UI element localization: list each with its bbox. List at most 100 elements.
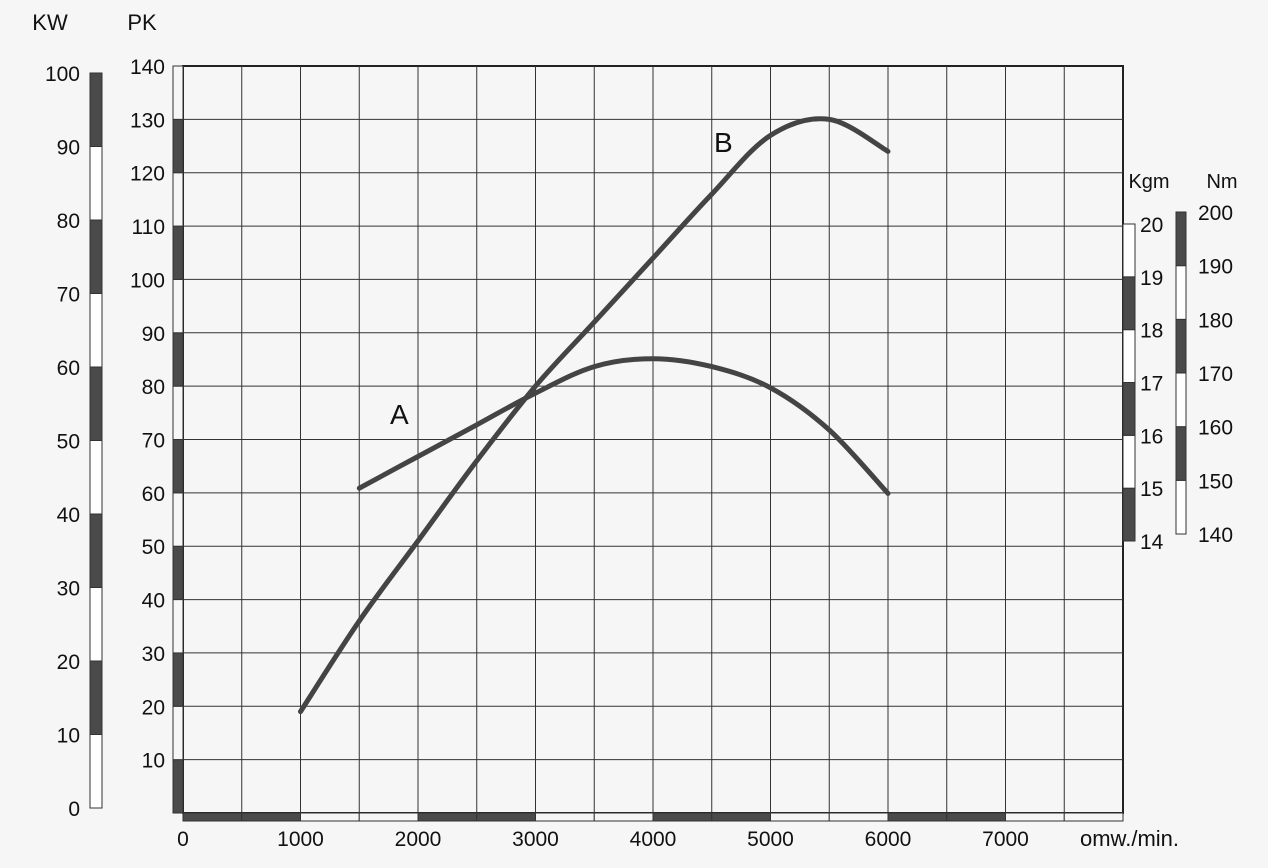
kw-scale-segment — [89, 72, 103, 147]
nm-scale-segment — [1175, 479, 1187, 535]
pk-tick-label: 130 — [130, 109, 165, 132]
kw-scale-segment — [89, 440, 103, 515]
nm-tick-label: 190 — [1198, 256, 1233, 279]
nm-scale-segment — [1175, 372, 1187, 428]
nm-scale-segment — [1175, 318, 1187, 374]
x-scale-segment — [593, 812, 654, 822]
x-scale-segment — [652, 812, 713, 822]
kw-scale-segment — [89, 366, 103, 441]
pk-tick-label: 100 — [130, 269, 165, 292]
kw-tick-label: 30 — [57, 578, 80, 601]
pk-scale-segment — [172, 118, 184, 174]
kw-scale-segment — [89, 293, 103, 368]
x-tick-label: 1000 — [277, 828, 324, 851]
pk-tick-label: 60 — [142, 483, 165, 506]
pk-scale-segment — [172, 385, 184, 440]
x-tick-label: 7000 — [982, 828, 1029, 851]
pk-axis-title: PK — [127, 10, 157, 35]
kgm-tick-label: 14 — [1140, 531, 1164, 554]
kgm-axis-title: Kgm — [1128, 171, 1169, 193]
kgm-scale-segment — [1122, 223, 1136, 278]
pk-scale-segment — [172, 599, 184, 654]
x-scale-segment — [417, 812, 478, 822]
pk-tick-label: 70 — [142, 430, 165, 453]
kgm-scale-segment — [1122, 329, 1136, 383]
nm-tick-label: 170 — [1198, 363, 1233, 386]
pk-scale-segment — [172, 492, 184, 547]
kw-scale-segment — [89, 146, 103, 221]
grid — [172, 65, 1124, 814]
x-tick-label: 0 — [177, 828, 189, 851]
kw-tick-label: 80 — [57, 210, 80, 233]
series-a-line — [356, 356, 891, 496]
kgm-scale-segment — [1122, 434, 1136, 489]
series-a-label: A — [390, 399, 409, 430]
pk-tick-label: 40 — [142, 590, 165, 613]
x-scale-segment — [828, 812, 889, 822]
kw-tick-label: 60 — [57, 357, 80, 380]
kw-tick-label: 0 — [68, 798, 80, 821]
pk-scale-segment — [172, 332, 184, 387]
nm-scale-segment — [1175, 211, 1187, 267]
pk-scale-segment — [172, 705, 184, 761]
nm-tick-label: 150 — [1198, 470, 1233, 493]
x-scale-segment — [300, 812, 360, 822]
torque-scale: 20 19 18 17 16 15 14 200 190 180 170 160 150 140 — [1122, 202, 1233, 554]
nm-tick-label: 140 — [1198, 524, 1233, 547]
pk-tick-label: 90 — [142, 323, 165, 346]
x-scale-segment — [770, 812, 830, 822]
x-scale-segment — [535, 812, 595, 822]
x-scale-segment — [358, 812, 419, 822]
kw-scale-segment — [89, 219, 103, 294]
pk-tick-label: 120 — [130, 163, 165, 186]
pk-scale-segment — [172, 652, 184, 707]
kw-tick-label: 40 — [57, 504, 80, 527]
pk-tick-label: 80 — [142, 376, 165, 399]
x-tick-label: 2000 — [395, 828, 442, 851]
kgm-scale-segment — [1122, 276, 1136, 331]
pk-scale-segment — [172, 439, 184, 494]
kgm-scale-segment — [1122, 382, 1136, 436]
kw-scale-segment — [89, 660, 103, 735]
x-tick-label: 3000 — [512, 828, 559, 851]
series-b-label: B — [714, 127, 733, 158]
x-scale-segment — [241, 812, 301, 822]
x-scale-segment — [711, 812, 771, 822]
kw-tick-label: 10 — [57, 725, 80, 748]
nm-tick-label: 200 — [1198, 202, 1233, 225]
x-scale-segment — [476, 812, 536, 822]
kgm-tick-label: 17 — [1140, 373, 1163, 396]
pk-tick-label: 50 — [142, 536, 165, 559]
kgm-tick-label: 15 — [1140, 478, 1163, 501]
x-scale-segment — [946, 812, 1006, 822]
series-lines — [298, 116, 891, 715]
x-scale-segment — [1063, 812, 1124, 822]
x-scale-segment — [182, 812, 243, 822]
pk-tick-label: 140 — [130, 56, 165, 79]
nm-tick-label: 180 — [1198, 309, 1233, 332]
series-b-line — [298, 116, 891, 715]
nm-scale-segment — [1175, 426, 1187, 481]
kgm-tick-label: 20 — [1140, 214, 1163, 237]
pk-tick-label: 10 — [142, 750, 165, 773]
pk-tick-label: 20 — [142, 696, 165, 719]
nm-tick-label: 160 — [1198, 417, 1233, 440]
kw-tick-label: 50 — [57, 431, 80, 454]
pk-tick-label: 110 — [132, 216, 165, 239]
nm-axis-title: Nm — [1206, 171, 1237, 193]
kw-scale-segment — [89, 734, 103, 809]
kgm-tick-label: 18 — [1140, 320, 1163, 343]
pk-scale-segment — [172, 759, 184, 814]
kw-scale-segment — [89, 587, 103, 662]
kw-tick-label: 70 — [57, 284, 80, 307]
x-axis-strip — [182, 812, 1124, 822]
x-scale-segment — [1005, 812, 1065, 822]
pk-scale-segment — [172, 172, 184, 227]
x-tick-label: 5000 — [747, 828, 794, 851]
x-tick-label: 6000 — [865, 828, 912, 851]
x-scale-segment — [887, 812, 948, 822]
